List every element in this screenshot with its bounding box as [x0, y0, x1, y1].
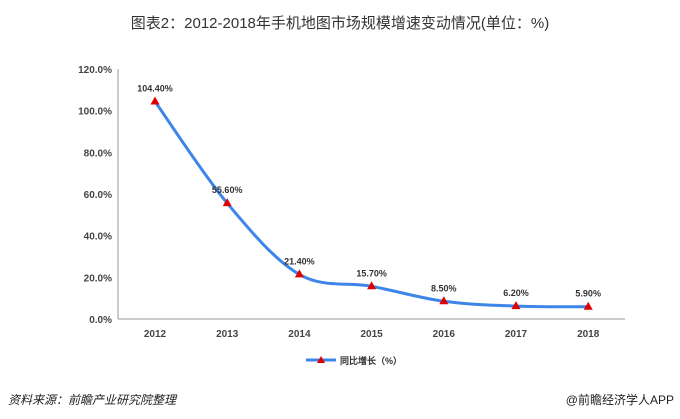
legend-label: 同比增长（%） — [340, 355, 402, 366]
x-tick-label: 2016 — [433, 329, 456, 340]
data-point-marker — [150, 96, 160, 105]
x-tick-label: 2014 — [288, 329, 311, 340]
y-tick-label: 60.0% — [84, 190, 112, 201]
legend-marker — [317, 356, 325, 363]
x-tick-label: 2013 — [216, 329, 239, 340]
data-point-marker — [583, 301, 593, 310]
data-point-marker — [511, 301, 521, 310]
x-tick-label: 2018 — [577, 329, 600, 340]
x-tick-label: 2017 — [505, 329, 528, 340]
credit-note: @前瞻经济学人APP — [565, 393, 674, 407]
data-label: 15.70% — [356, 268, 387, 278]
y-tick-label: 80.0% — [84, 148, 112, 159]
source-note: 资料来源：前瞻产业研究院整理 — [8, 393, 177, 407]
data-point-marker — [222, 198, 232, 207]
y-tick-label: 40.0% — [84, 232, 112, 243]
y-tick-label: 100.0% — [78, 107, 112, 118]
y-tick-label: 20.0% — [84, 273, 112, 284]
data-point-marker — [439, 296, 449, 305]
y-tick-label: 120.0% — [78, 65, 112, 76]
data-point-marker — [367, 281, 377, 290]
data-label: 5.90% — [575, 289, 601, 299]
data-label: 21.40% — [284, 256, 315, 266]
data-point-marker — [294, 269, 304, 278]
data-label: 6.20% — [503, 288, 529, 298]
chart-title: 图表2：2012-2018年手机地图市场规模增速变动情况(单位：%) — [130, 15, 550, 32]
x-tick-label: 2015 — [360, 329, 383, 340]
y-tick-label: 0.0% — [89, 315, 112, 326]
data-label: 104.40% — [137, 84, 173, 94]
data-label: 8.50% — [431, 283, 457, 293]
data-label: 55.60% — [212, 185, 243, 195]
x-tick-label: 2012 — [144, 329, 167, 340]
